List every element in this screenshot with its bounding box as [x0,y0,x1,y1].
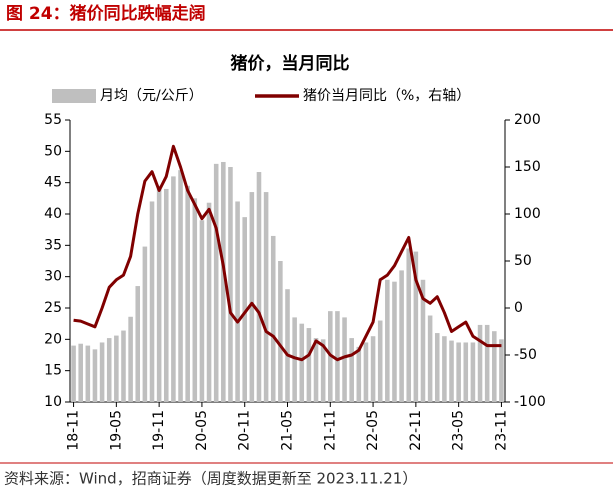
bar [163,188,169,402]
x-tick-label: 22-05 [365,410,381,451]
bar [199,220,205,402]
bar [385,279,390,402]
bar [185,185,190,402]
bar [306,328,312,402]
bar [71,345,76,402]
x-tick-label: 19-05 [108,410,124,451]
y-tick-label: 20 [44,331,62,347]
bar [278,261,283,402]
bar [135,286,141,402]
bar [442,336,447,402]
bar [463,342,469,402]
bar [427,315,433,402]
bar [142,246,148,402]
x-tick-label: 23-05 [451,410,467,451]
bar [320,339,326,402]
bar [149,201,155,402]
bar [178,170,183,402]
bar [213,163,219,402]
bar [313,338,319,402]
y2-tick-label: -50 [514,347,537,363]
bar [249,192,255,402]
y2-tick-label: 200 [514,112,541,128]
x-tick-label: 22-11 [408,410,424,451]
bar [92,349,98,402]
bar [434,333,440,402]
bar [420,279,426,402]
bar [470,342,476,402]
x-tick-label: 20-05 [194,410,210,451]
y-tick-label: 45 [44,175,62,191]
bar [285,289,290,402]
y-tick-label: 15 [44,363,62,379]
bar [78,343,83,402]
bar [392,281,397,402]
chart-title: 猪价，当月同比 [231,53,350,74]
y2-tick-label: 150 [514,159,541,175]
bar [171,176,176,402]
bar [221,161,226,402]
bar [456,342,461,402]
y2-tick-label: 0 [514,300,523,316]
bar [492,331,497,402]
bar [106,338,112,402]
y-tick-label: 50 [44,143,62,159]
bar [99,342,105,402]
bar [156,185,162,402]
bar [192,198,198,402]
legend-label: 猪价当月同比（%，右轴） [303,88,470,104]
bar [377,320,383,402]
bar [114,335,119,402]
y-tick-label: 35 [44,237,62,253]
bar [263,192,269,402]
bar [413,251,419,402]
legend-label: 月均（元/公斤） [100,88,203,104]
bar [363,342,369,402]
y-tick-label: 30 [44,269,62,285]
bar [342,317,347,402]
x-tick-label: 23-11 [493,410,509,451]
bar [406,248,412,402]
bar [206,202,212,402]
bar [399,270,404,402]
bar [370,336,376,402]
y-tick-label: 25 [44,300,62,316]
bar [356,346,362,402]
line [73,144,502,362]
x-tick-label: 18-11 [66,410,82,451]
x-tick-label: 21-11 [322,410,338,451]
bar [121,330,126,402]
bar [128,316,133,402]
y-tick-label: 55 [44,112,62,128]
bar [335,311,340,402]
bar [484,324,490,402]
bar [499,339,504,402]
bar [242,217,247,402]
bar [85,345,91,402]
bar [449,340,454,402]
bar [477,324,483,402]
y2-tick-label: 100 [514,206,541,222]
bar [292,317,297,402]
bar [299,323,305,402]
source: 资料来源：Wind，招商证券（周度数据更新至 2023.11.21） [4,470,417,488]
y2-tick-label: 50 [514,253,532,269]
bar [270,235,276,402]
x-tick-label: 21-05 [280,410,296,451]
x-tick-label: 20-11 [237,410,253,451]
y2-tick-label: -100 [514,394,546,410]
figure-title: 图 24：猪价同比跌幅走阔 [6,3,206,24]
y-tick-label: 10 [44,394,62,410]
bar [228,167,233,402]
bar [235,201,240,402]
y-tick-label: 40 [44,206,62,222]
bar [256,172,262,402]
bar [349,338,354,402]
x-tick-label: 19-11 [151,410,167,451]
legend-swatch [52,89,96,103]
